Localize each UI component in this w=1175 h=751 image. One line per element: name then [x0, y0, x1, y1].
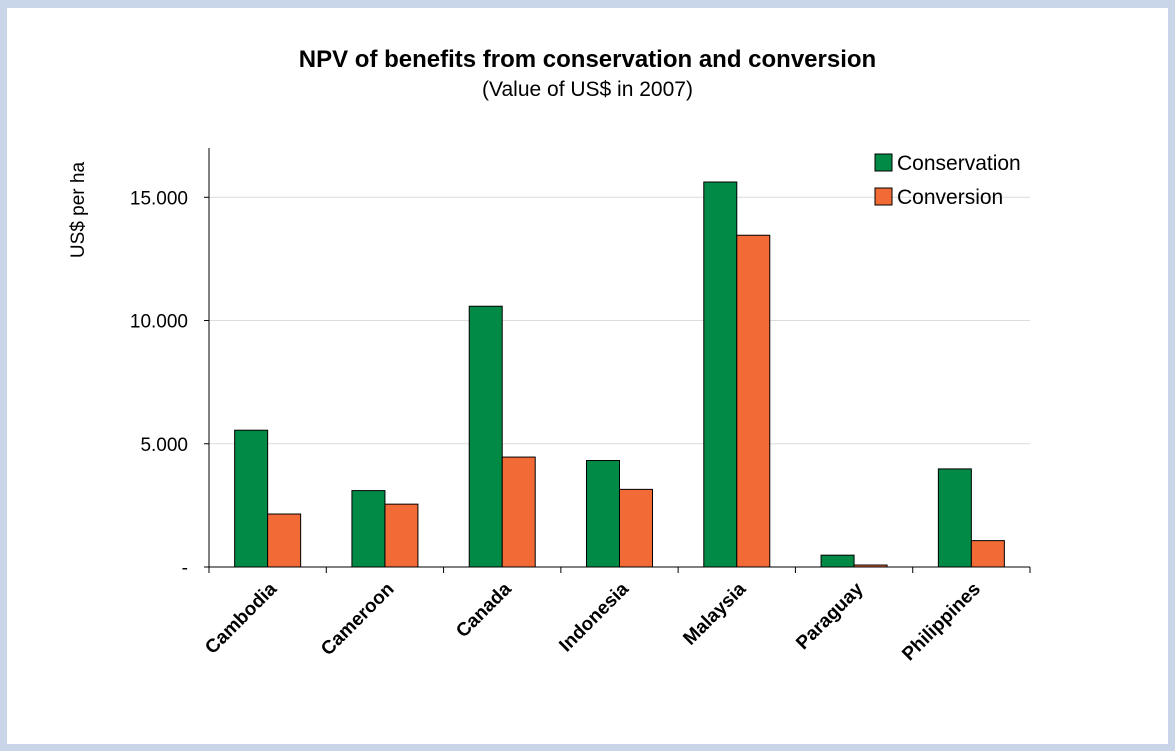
bar-conservation-philippines	[937, 468, 972, 568]
chart-title: NPV of benefits from conservation and co…	[298, 46, 877, 73]
bar-conservation-malaysia	[703, 181, 738, 568]
legend-label-conservation: Conservation	[897, 152, 1021, 175]
bar-conversion-canada	[501, 456, 536, 568]
x-tick-label: Cambodia	[201, 578, 281, 658]
bar-conversion-philippines	[970, 540, 1005, 568]
x-tick-labels: Cambodia Cameroon Canada Indonesia Malaysia P…	[201, 567, 1031, 666]
bar-conservation-indonesia	[586, 460, 620, 568]
chart-frame	[7, 8, 1168, 744]
y-axis-label: US$ per ha	[68, 162, 89, 259]
x-tick-label: Malaysia	[679, 578, 750, 649]
bar-conservation-cambodia	[234, 429, 269, 568]
x-tick-label: Philippines	[898, 579, 985, 666]
bar-conversion-indonesia	[619, 488, 653, 568]
x-tick-label: Canada	[452, 578, 516, 642]
bar-conservation-canada	[468, 305, 503, 568]
x-tick-label: Cameroon	[317, 579, 398, 660]
x-tick-label: Indonesia	[555, 578, 633, 656]
chart-subtitle: (Value of US$ in 2007)	[482, 78, 693, 101]
bar-conservation-cameroon	[351, 490, 386, 568]
y-tick-labels: - 5.000 10.000 15.000	[130, 188, 209, 579]
legend: Conservation Conversion	[874, 152, 1021, 209]
grid-lines	[209, 196, 1030, 445]
bars	[234, 181, 1005, 568]
y-tick-label: 5.000	[140, 435, 188, 456]
bar-conservation-paraguay	[820, 554, 855, 568]
x-tick-label: Paraguay	[792, 578, 868, 654]
y-tick-label: 15.000	[130, 188, 188, 209]
legend-swatch-conservation	[874, 153, 893, 172]
y-tick-label: -	[182, 558, 188, 579]
bar-conversion-cameroon	[384, 503, 419, 568]
legend-swatch-conversion	[874, 187, 893, 206]
y-tick-label: 10.000	[130, 312, 188, 333]
legend-label-conversion: Conversion	[897, 186, 1003, 209]
bar-conversion-malaysia	[736, 234, 771, 568]
bar-conversion-cambodia	[267, 513, 302, 568]
